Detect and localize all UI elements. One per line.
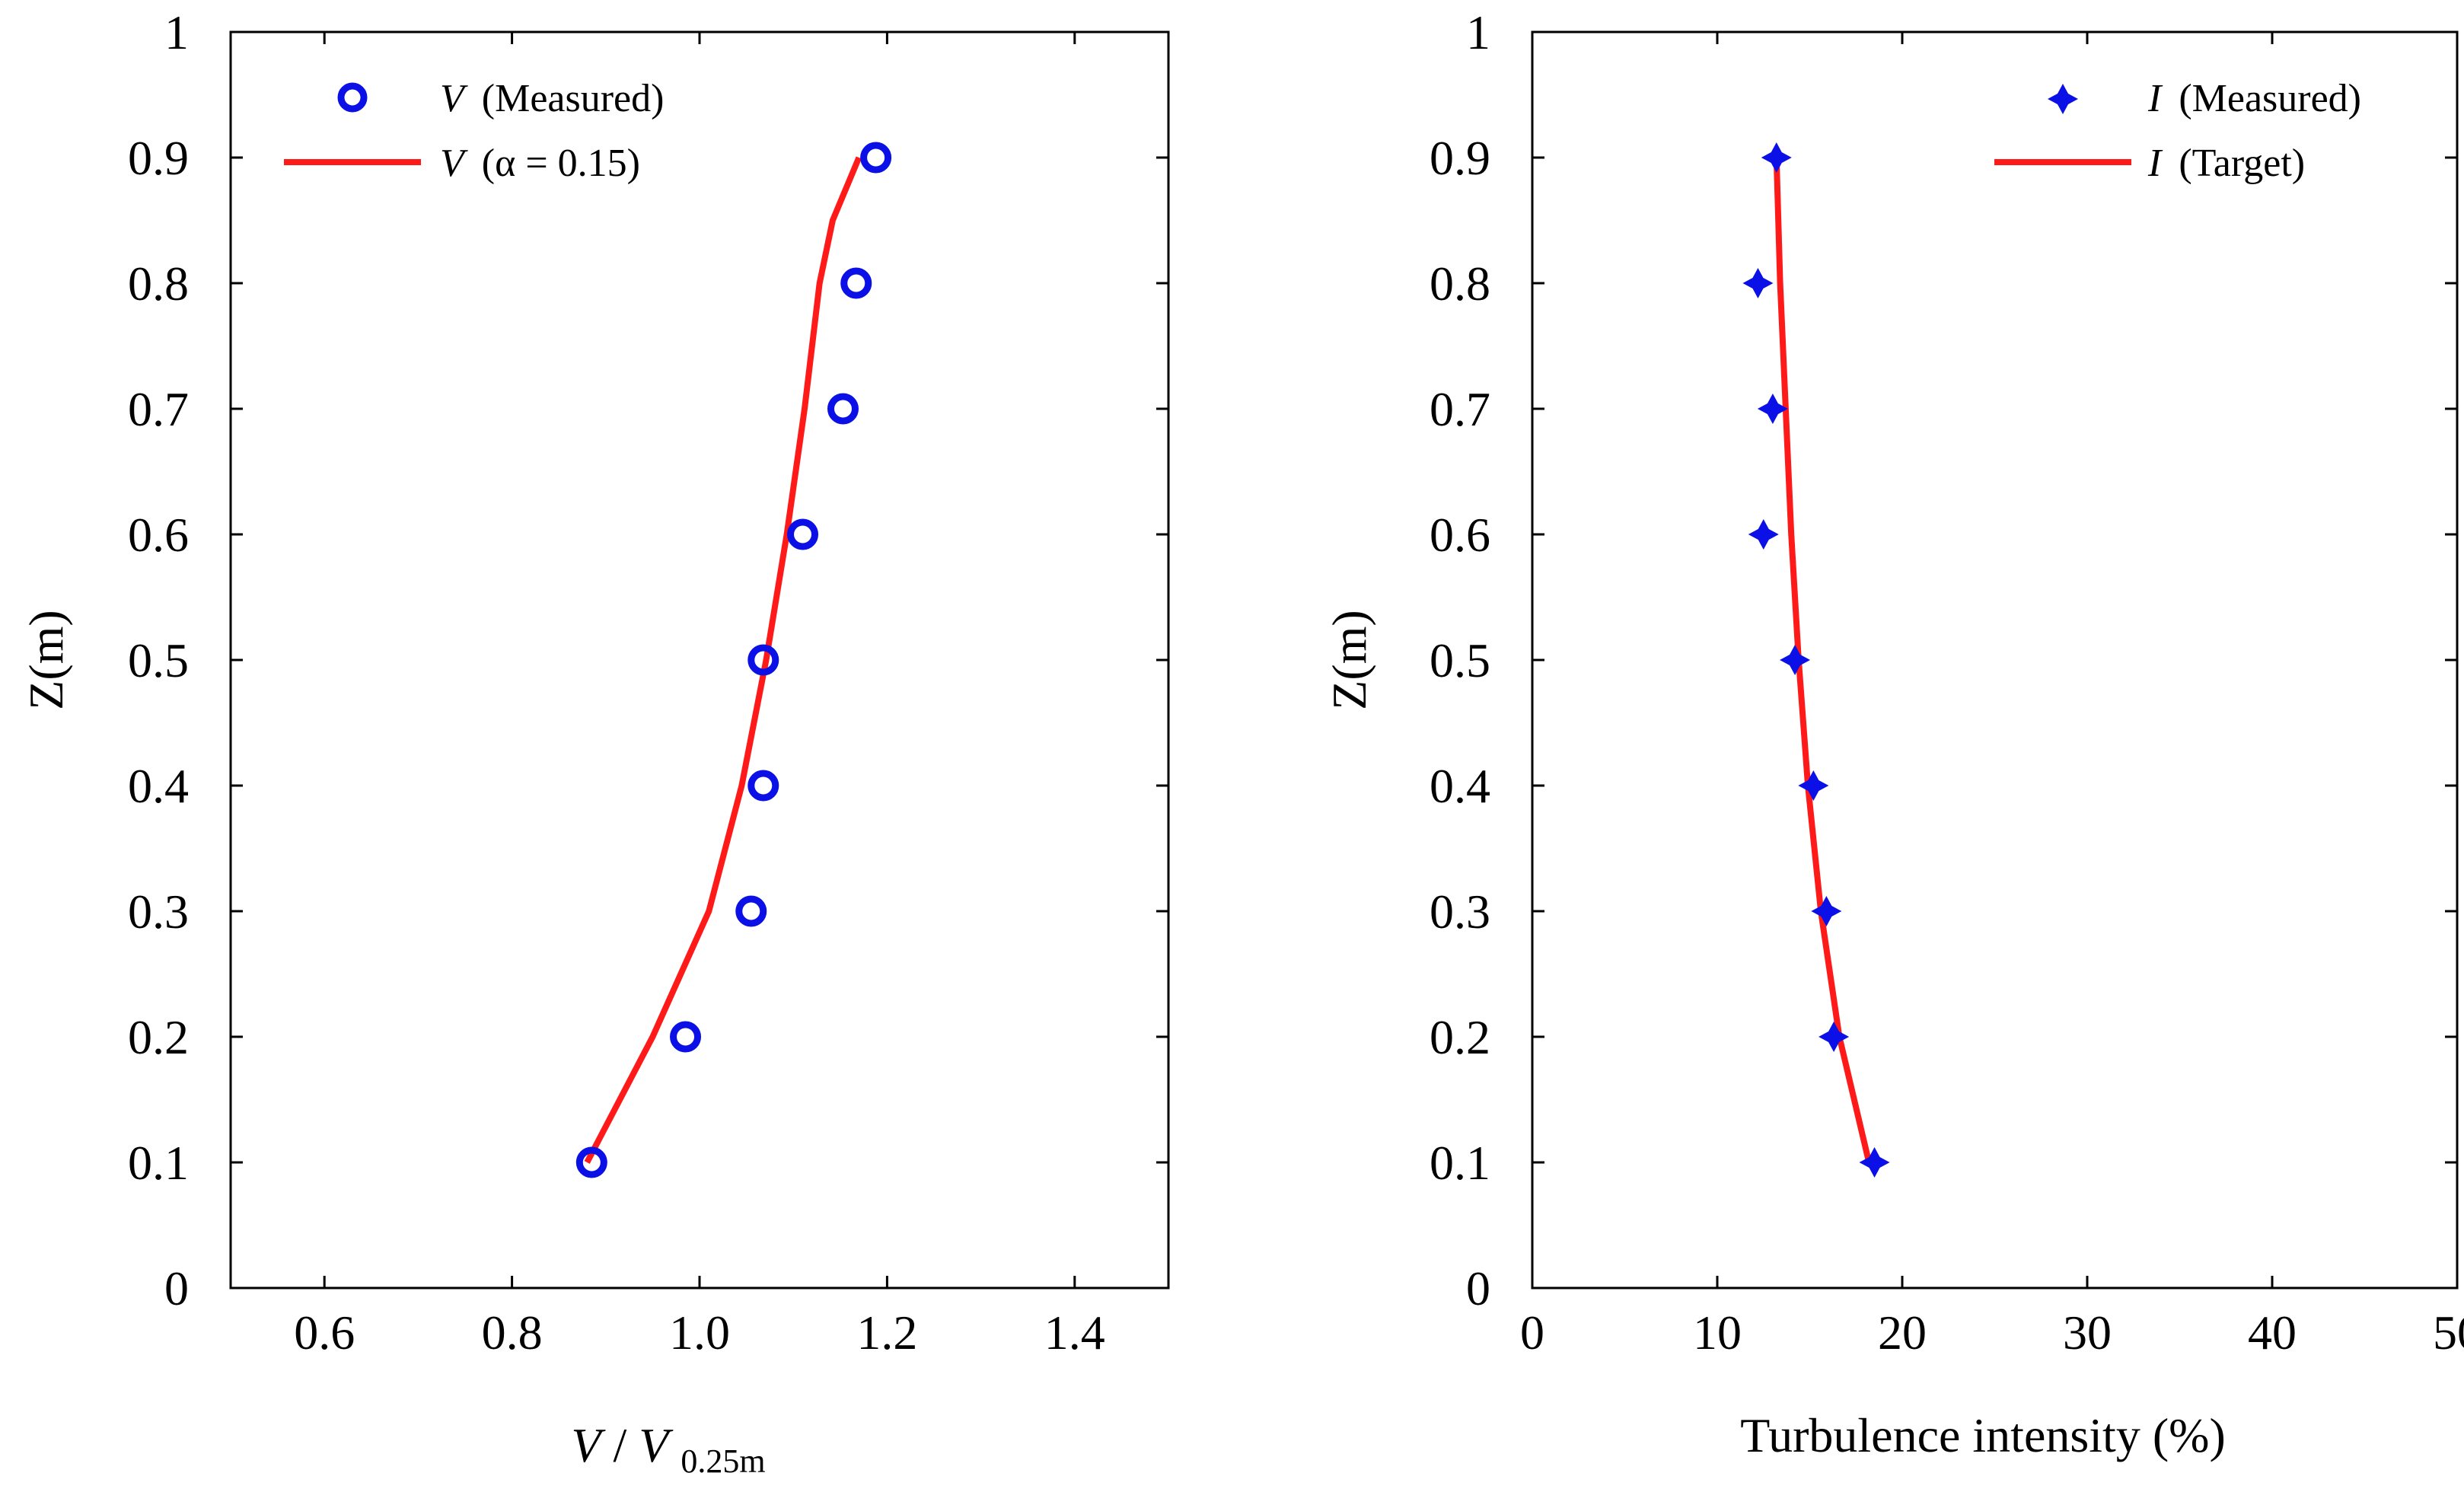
right-legend-marker-star (2048, 84, 2078, 114)
left-x-tick-label: 0.6 (294, 1306, 355, 1360)
left-y-tick-label: 1 (164, 5, 189, 59)
left-x-tick-label: 1.4 (1044, 1306, 1105, 1360)
right-y-axis-title: Z(m) (1322, 610, 1376, 710)
right-y-tick-label: 0.1 (1430, 1136, 1490, 1190)
left-y-tick-label: 0.4 (128, 759, 189, 813)
left-x-tick-label: 1.0 (669, 1306, 730, 1360)
right-x-tick-label: 40 (2248, 1306, 2297, 1360)
right-data-point (1742, 268, 1774, 298)
right-legend: I (Measured) I (Target) (1994, 77, 2361, 185)
right-y-tick-label: 0.9 (1430, 131, 1490, 185)
right-data-point (1748, 519, 1779, 550)
right-data-point (1819, 1022, 1850, 1052)
left-data-point (747, 644, 779, 676)
left-legend-label-model: V (α = 0.15) (440, 142, 640, 185)
right-y-tick-label: 1 (1466, 5, 1490, 59)
right-y-ticks: 0 0.1 0.2 0.3 0.4 0.5 0.6 0.7 0.8 0.9 1 (1430, 5, 2457, 1315)
right-y-tick-label: 0.8 (1430, 257, 1490, 311)
left-y-axis-title: Z(m) (19, 610, 73, 710)
right-y-tick-label: 0.6 (1430, 508, 1490, 562)
left-data-point (670, 1021, 702, 1053)
left-data-point (787, 518, 819, 550)
right-x-tick-label: 10 (1693, 1306, 1742, 1360)
left-legend-marker-circle (337, 82, 368, 113)
left-y-tick-label: 0 (164, 1261, 189, 1315)
right-y-tick-label: 0 (1466, 1261, 1490, 1315)
left-y-ticks: 0 0.1 0.2 0.3 0.4 0.5 0.6 0.7 0.8 0.9 1 (128, 5, 1168, 1315)
right-x-ticks: 0 10 20 30 40 50 (1520, 32, 2464, 1360)
left-x-axis-title: V / V 0.25m (571, 1418, 765, 1480)
left-x-tick-label: 1.2 (856, 1306, 917, 1360)
right-x-tick-label: 0 (1520, 1306, 1544, 1360)
left-y-tick-label: 0.3 (128, 885, 189, 939)
left-y-tick-label: 0.9 (128, 131, 189, 185)
right-x-tick-label: 30 (2063, 1306, 2112, 1360)
right-data-point (1780, 645, 1811, 675)
left-data-point (840, 267, 872, 299)
right-series (1742, 142, 1890, 1178)
left-data-point (575, 1146, 607, 1178)
left-data-point (747, 770, 779, 802)
right-x-axis-title: Turbulence intensity (%) (1740, 1408, 2226, 1462)
turbulence-profile-chart: 0 10 20 30 40 50 0 0.1 0.2 0.3 0.4 0.5 0.6 0.7 0.8 0.9… (1322, 5, 2464, 1462)
left-y-tick-label: 0.8 (128, 257, 189, 311)
left-x-ticks: 0.6 0.8 1.0 1.2 1.4 (294, 32, 1105, 1360)
right-y-tick-label: 0.4 (1430, 759, 1490, 813)
right-y-tick-label: 0.5 (1430, 633, 1490, 687)
left-y-tick-label: 0.6 (128, 508, 189, 562)
left-x-tick-label: 0.8 (482, 1306, 543, 1360)
left-data-point (827, 393, 859, 425)
left-y-tick-label: 0.5 (128, 633, 189, 687)
right-data-point (1761, 142, 1792, 173)
right-x-tick-label: 50 (2433, 1306, 2464, 1360)
left-y-tick-label: 0.1 (128, 1136, 189, 1190)
left-series-line (584, 156, 862, 1164)
right-data-point (1798, 770, 1829, 801)
right-data-point (1811, 896, 1842, 926)
left-legend: V (Measured) V (α = 0.15) (284, 77, 664, 185)
left-series (575, 142, 892, 1178)
right-data-point (1859, 1147, 1890, 1178)
right-y-tick-label: 0.7 (1430, 382, 1490, 436)
right-y-tick-label: 0.3 (1430, 885, 1490, 939)
left-y-tick-label: 0.7 (128, 382, 189, 436)
left-data-point (735, 895, 767, 927)
left-legend-label-measured: V (Measured) (440, 77, 664, 120)
right-data-point (1757, 394, 1788, 424)
left-y-tick-label: 0.2 (128, 1010, 189, 1064)
right-legend-label-measured: I (Measured) (2147, 77, 2361, 120)
right-y-tick-label: 0.2 (1430, 1010, 1490, 1064)
right-legend-label-target: I (Target) (2147, 142, 2305, 185)
right-x-tick-label: 20 (1878, 1306, 1927, 1360)
velocity-profile-chart: 0.6 0.8 1.0 1.2 1.4 0 0.1 0.2 0.3 0.4 0.5 0.6 0.7 0.… (19, 5, 1170, 1480)
left-data-point (860, 142, 892, 174)
